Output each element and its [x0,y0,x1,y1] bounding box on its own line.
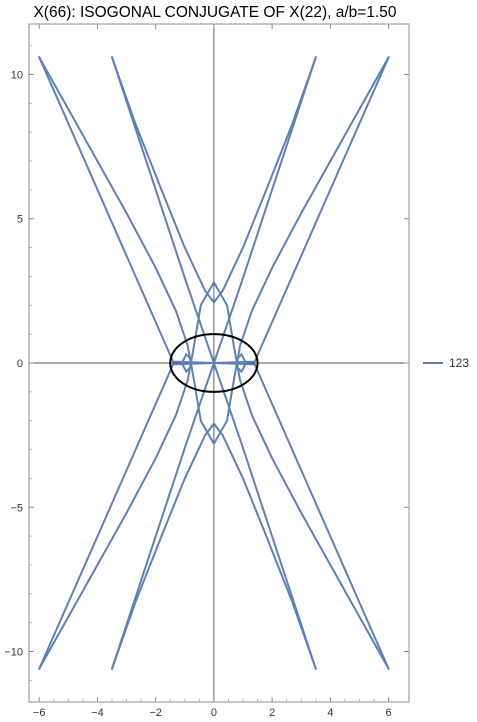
series-curve-inner-branch-2 [111,422,317,670]
series-curve-inner-crossing-line-2 [111,56,317,670]
chart-title: X(66): ISOGONAL CONJUGATE OF X(22), a/b=… [33,4,396,21]
y-tick-label: −10 [4,647,23,659]
series-curve-outer-branch-1 [38,56,390,445]
y-tick-label: −5 [10,502,23,514]
x-tick-label: 2 [269,707,275,719]
x-tick-label: 6 [386,707,392,719]
legend: 123 [423,356,469,370]
series-curve-right-loop [235,353,247,373]
x-tick-label: −2 [149,707,162,719]
x-tick-label: 0 [211,707,217,719]
ellipse-series [169,333,259,393]
series-curve-inner-branch-1 [111,56,317,304]
y-tick-label: 10 [11,69,23,81]
legend-label: 123 [449,356,469,370]
data-series [38,56,390,670]
x-tick-label: −4 [91,707,104,719]
ellipse-curve [169,333,259,393]
axes: −6 −4 −2 0 2 4 6 −10 −5 0 5 10 [4,24,409,719]
x-tick-label: 4 [327,707,333,719]
y-tick-label: 0 [17,358,23,370]
y-tick-label: 5 [17,214,23,226]
x-tick-label: −6 [33,707,46,719]
series-curve-left-loop [180,353,193,373]
series-curve-outer-branch-2 [38,281,390,670]
